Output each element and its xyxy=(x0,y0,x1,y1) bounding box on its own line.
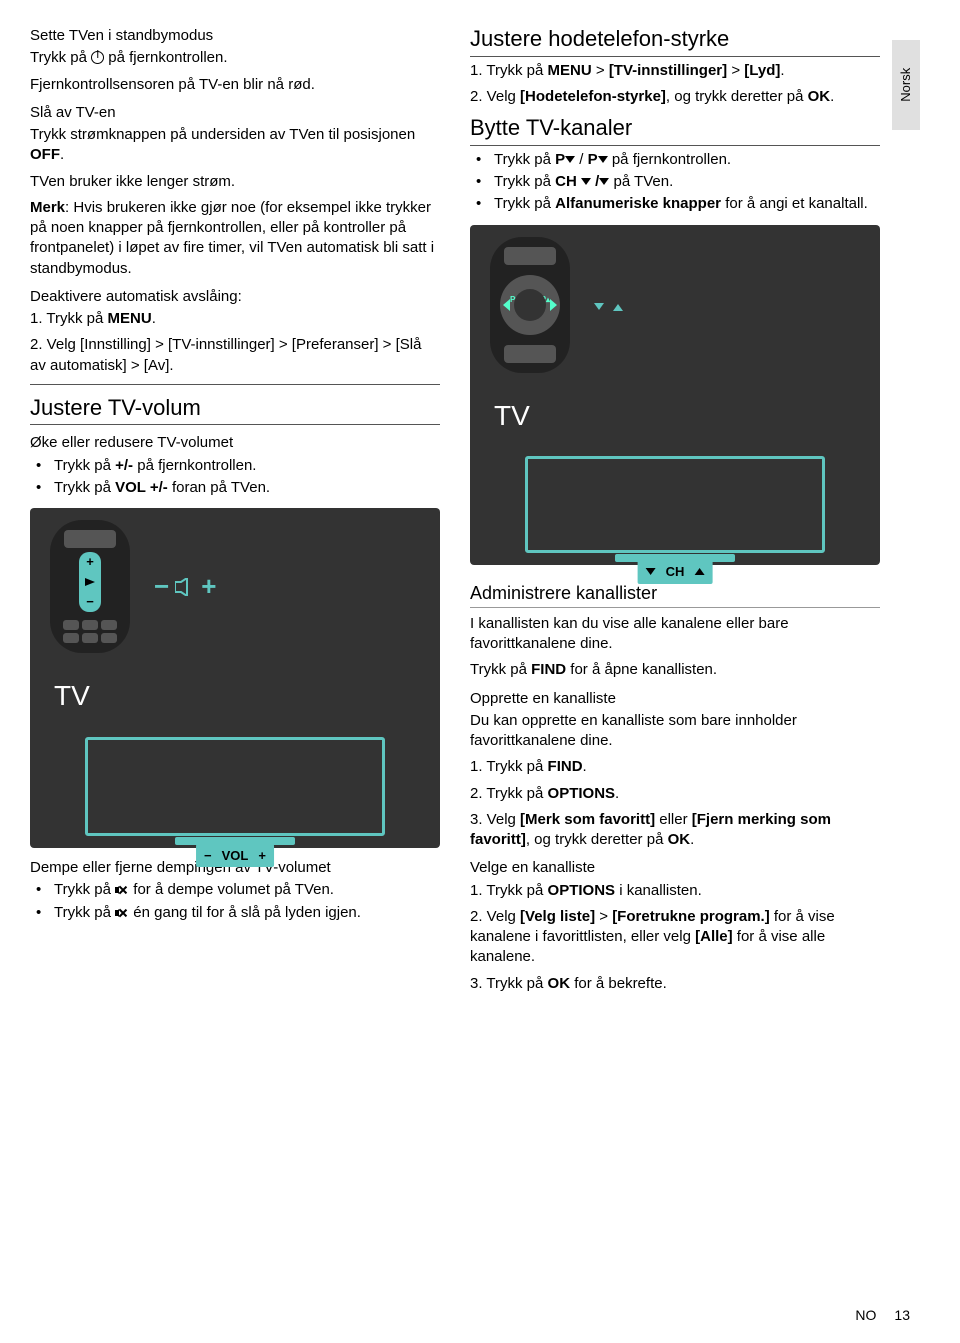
create-step2: 2. Trykk på OPTIONS. xyxy=(470,784,880,804)
tv-label: TV xyxy=(54,677,90,715)
chevron-up-icon xyxy=(599,178,609,185)
channels-bullet-3: Trykk på Alfanumeriske knapper for å ang… xyxy=(470,194,880,214)
language-tab: Norsk xyxy=(892,40,920,130)
figure-channels: P▾P▴ TV CH xyxy=(470,225,880,565)
standby-title: Sette TVen i standbymodus xyxy=(30,26,440,46)
channel-chevrons-icon xyxy=(594,288,623,320)
lists-open: Trykk på FIND for å åpne kanallisten. xyxy=(470,660,880,680)
channels-bullet-2: Trykk på CH / på TVen. xyxy=(470,172,880,192)
volume-bullet-1: Trykk på +/- på fjernkontrollen. xyxy=(30,456,440,476)
remote-illustration: + − xyxy=(50,520,130,653)
headphone-section-title: Justere hodetelefon-styrke xyxy=(470,24,880,57)
headphone-step2: 2. Velg [Hodetelefon-styrke], og trykk d… xyxy=(470,87,880,107)
deactivate-step1: 1. Trykk på MENU. xyxy=(30,309,440,329)
channels-bullet-1: Trykk på P / P på fjernkontrollen. xyxy=(470,150,880,170)
power-icon xyxy=(91,51,104,64)
select-step1: 1. Trykk på OPTIONS i kanallisten. xyxy=(470,881,880,901)
select-list-title: Velge en kanalliste xyxy=(470,858,880,878)
deactivate-step2: 2. Velg [Innstilling] > [TV-innstillinge… xyxy=(30,335,440,376)
tv-label: TV xyxy=(494,397,530,435)
create-list-desc: Du kan opprette en kanalliste som bare i… xyxy=(470,711,880,752)
standby-line2: Fjernkontrollsensoren på TV-en blir nå r… xyxy=(30,75,440,95)
lists-intro: I kanallisten kan du vise alle kanalene … xyxy=(470,614,880,655)
tv-illustration: CH xyxy=(525,456,825,552)
channel-ring-icon: P▾P▴ xyxy=(500,275,560,335)
tv-vol-panel-icon: −VOL+ xyxy=(196,844,274,868)
tv-illustration: −VOL+ xyxy=(85,737,385,836)
footer-page: 13 xyxy=(894,1306,910,1325)
channels-section-title: Bytte TV-kanaler xyxy=(470,113,880,146)
off-line1: Trykk strømknappen på undersiden av TVen… xyxy=(30,125,440,166)
figure-volume: + − − + TV −VOL+ xyxy=(30,508,440,848)
chevron-down-icon xyxy=(581,178,591,185)
select-step3: 3. Trykk på OK for å bekrefte. xyxy=(470,974,880,994)
page-footer: NO 13 xyxy=(855,1306,910,1325)
select-step2: 2. Velg [Velg liste] > [Foretrukne progr… xyxy=(470,907,880,968)
footer-lang: NO xyxy=(855,1306,876,1325)
volume-sub: Øke eller redusere TV-volumet xyxy=(30,433,440,453)
mute-icon xyxy=(115,907,129,919)
volume-glyph-icon: − + xyxy=(154,569,216,604)
mute-bullet-2: Trykk på én gang til for å slå på lyden … xyxy=(30,903,440,923)
language-tab-label: Norsk xyxy=(897,68,915,102)
chevron-down-icon xyxy=(565,156,575,163)
left-column: Sette TVen i standbymodus Trykk på på fj… xyxy=(30,18,440,1000)
mute-icon xyxy=(115,884,129,896)
create-step1: 1. Trykk på FIND. xyxy=(470,757,880,777)
deactivate-title: Deaktivere automatisk avslåing: xyxy=(30,287,440,307)
tv-ch-panel-icon: CH xyxy=(638,560,713,584)
standby-line1: Trykk på på fjernkontrollen. xyxy=(30,48,440,68)
create-step3: 3. Velg [Merk som favoritt] eller [Fjern… xyxy=(470,810,880,851)
off-note: Merk: Hvis brukeren ikke gjør noe (for e… xyxy=(30,198,440,279)
lists-section-title: Administrere kanallister xyxy=(470,581,880,608)
volume-section-title: Justere TV-volum xyxy=(30,393,440,426)
create-list-title: Opprette en kanalliste xyxy=(470,689,880,709)
right-column: Justere hodetelefon-styrke 1. Trykk på M… xyxy=(470,18,880,1000)
off-line2: TVen bruker ikke lenger strøm. xyxy=(30,172,440,192)
volume-bullet-2: Trykk på VOL +/- foran på TVen. xyxy=(30,478,440,498)
chevron-up-icon xyxy=(598,156,608,163)
remote-illustration: P▾P▴ xyxy=(490,237,570,373)
off-title: Slå av TV-en xyxy=(30,103,440,123)
volume-rocker-icon: + − xyxy=(79,552,101,612)
headphone-step1: 1. Trykk på MENU > [TV-innstillinger] > … xyxy=(470,61,880,81)
mute-bullet-1: Trykk på for å dempe volumet på TVen. xyxy=(30,880,440,900)
